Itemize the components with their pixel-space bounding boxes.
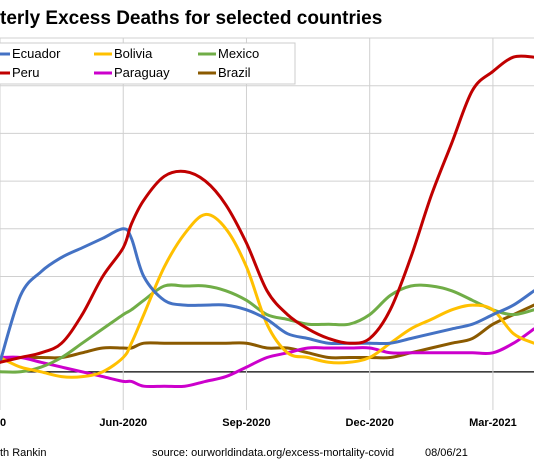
legend-label-peru: Peru [12, 65, 39, 80]
series-line-brazil [0, 303, 534, 360]
legend-label-brazil: Brazil [218, 65, 251, 80]
x-tick-label: Dec-2020 [346, 417, 394, 429]
series-lines [0, 54, 534, 389]
legend-label-ecuador: Ecuador [12, 46, 61, 61]
x-tick-label: 0 [0, 417, 6, 429]
series-line-ecuador [0, 227, 534, 364]
legend-label-paraguay: Paraguay [114, 65, 170, 80]
footer-date: 08/06/21 [425, 447, 468, 459]
x-tick-label: Jun-2020 [99, 417, 147, 429]
footer-author: th Rankin [0, 447, 46, 459]
x-tick-label: Mar-2021 [469, 417, 517, 429]
grid [0, 37, 534, 410]
legend-box [0, 42, 296, 85]
footer-source: source: ourworldindata.org/excess-mortal… [152, 447, 394, 459]
chart-title: terly Excess Deaths for selected countri… [0, 8, 382, 29]
series-line-bolivia [0, 212, 534, 379]
x-tick-label: Sep-2020 [222, 417, 270, 429]
legend: Ecuador Bolivia Mexico Peru Paraguay Brazil [0, 42, 296, 85]
legend-label-bolivia: Bolivia [114, 46, 153, 61]
legend-label-mexico: Mexico [218, 46, 259, 61]
x-tick-labels: 0 Jun-2020 Sep-2020 Dec-2020 Mar-2021 [0, 417, 517, 429]
series-line-peru [0, 54, 534, 364]
series-line-mexico [0, 283, 534, 374]
